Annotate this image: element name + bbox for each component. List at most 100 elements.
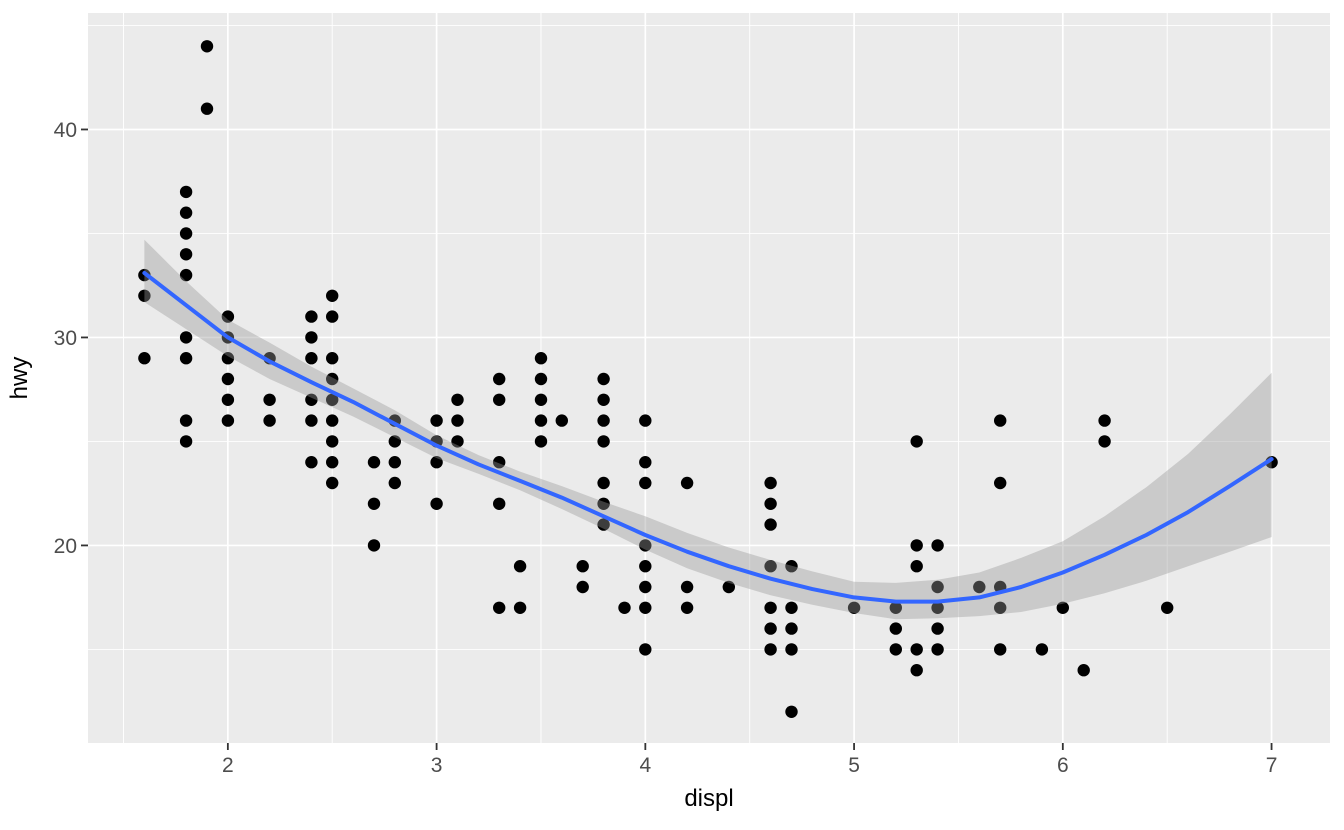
data-point — [326, 456, 339, 469]
data-point — [889, 622, 902, 635]
data-point — [513, 601, 527, 614]
data-point — [179, 414, 193, 427]
data-point — [764, 601, 777, 614]
data-point — [305, 352, 318, 365]
data-point — [326, 310, 339, 323]
data-point — [430, 497, 443, 510]
data-point — [680, 476, 694, 490]
data-point — [597, 372, 610, 386]
data-point — [367, 497, 381, 510]
data-point — [764, 497, 777, 510]
data-point — [889, 601, 902, 614]
data-point — [597, 518, 610, 531]
data-point — [639, 476, 652, 490]
data-point — [221, 310, 235, 323]
data-point — [451, 393, 464, 406]
data-point — [305, 414, 318, 427]
panel-background — [88, 13, 1330, 743]
data-point — [994, 414, 1007, 427]
data-point — [1098, 435, 1111, 448]
data-point — [305, 331, 318, 344]
data-point — [326, 352, 339, 365]
y-axis-title: hwy — [6, 357, 33, 400]
x-tick-label: 5 — [848, 754, 860, 777]
data-point — [639, 414, 652, 427]
data-point — [1161, 601, 1174, 614]
data-point — [534, 372, 548, 386]
smooth-line — [142, 271, 1274, 604]
data-point — [305, 310, 318, 323]
data-point — [263, 414, 276, 427]
data-point — [179, 206, 193, 219]
data-point — [847, 601, 861, 614]
data-point — [138, 352, 151, 365]
data-point — [326, 476, 339, 490]
data-point — [639, 539, 652, 552]
data-point — [221, 352, 235, 365]
data-point — [1098, 414, 1111, 427]
data-point — [910, 664, 923, 677]
data-point — [931, 601, 944, 614]
data-point — [451, 414, 464, 427]
data-point — [513, 560, 527, 573]
data-point — [1056, 601, 1070, 614]
data-point — [597, 497, 610, 510]
data-point — [680, 601, 694, 614]
data-point — [305, 456, 318, 469]
data-point — [764, 622, 777, 635]
data-point — [430, 414, 443, 427]
data-point — [785, 560, 798, 573]
data-point — [889, 643, 902, 656]
data-points — [138, 40, 1278, 718]
x-axis-title: displ — [684, 785, 733, 812]
x-tick-label: 6 — [1057, 754, 1069, 777]
tick-marks — [81, 128, 1273, 750]
data-point — [200, 40, 214, 53]
data-point — [179, 435, 193, 448]
data-point — [764, 476, 777, 490]
data-point — [451, 435, 464, 448]
y-tick-label: 30 — [54, 327, 77, 350]
data-point — [639, 456, 652, 469]
data-point — [200, 102, 214, 115]
data-point — [597, 393, 610, 406]
data-point — [910, 539, 923, 552]
data-point — [680, 580, 694, 594]
data-point — [326, 414, 339, 427]
data-point — [994, 476, 1007, 490]
data-point — [639, 580, 652, 594]
data-point — [388, 456, 401, 469]
data-point — [179, 331, 193, 344]
data-point — [493, 372, 506, 386]
data-point — [263, 393, 276, 406]
data-point — [994, 601, 1007, 614]
tick-labels: 2 3 4 5 6 7 20 30 40 — [54, 119, 1278, 777]
data-point — [367, 539, 381, 552]
x-tick-label: 3 — [431, 754, 443, 777]
plot-layers: 2 3 4 5 6 7 20 30 40 — [54, 13, 1330, 777]
data-point — [388, 435, 401, 448]
data-point — [534, 435, 548, 448]
data-point — [764, 560, 777, 573]
data-point — [1077, 664, 1090, 677]
data-point — [430, 456, 443, 469]
data-point — [493, 456, 506, 469]
data-point — [221, 414, 235, 427]
data-point — [639, 560, 652, 573]
data-point — [221, 372, 235, 386]
x-tick-label: 2 — [222, 754, 234, 777]
data-point — [534, 414, 548, 427]
x-tick-label: 4 — [639, 754, 651, 777]
data-point — [785, 622, 798, 635]
data-point — [555, 414, 568, 427]
data-point — [931, 580, 944, 594]
data-point — [597, 435, 610, 448]
data-point — [994, 643, 1007, 656]
data-point — [179, 185, 193, 199]
y-tick-label: 20 — [54, 535, 77, 558]
x-tick-label: 7 — [1266, 754, 1278, 777]
data-point — [493, 601, 506, 614]
data-point — [764, 518, 777, 531]
